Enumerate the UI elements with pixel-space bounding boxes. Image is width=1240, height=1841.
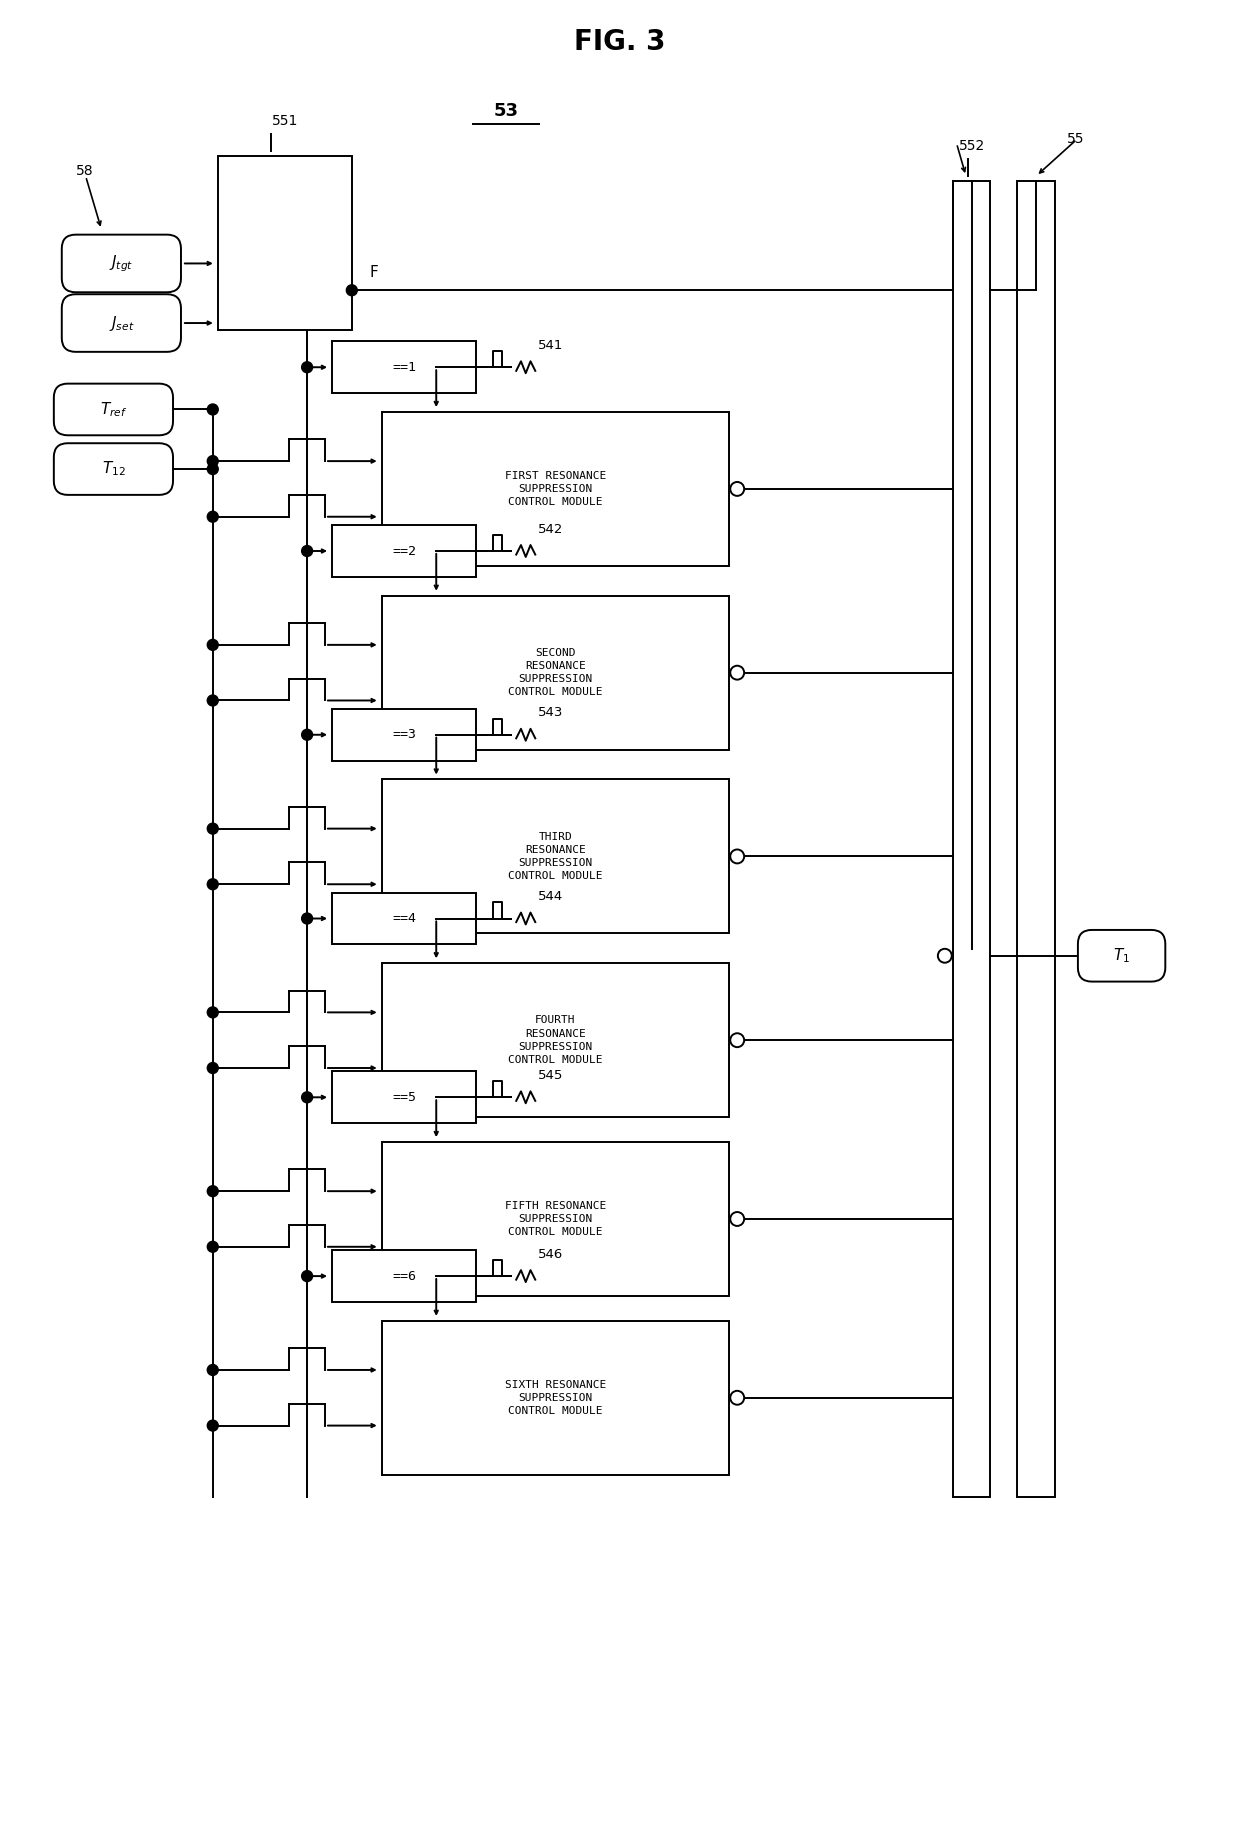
Bar xyxy=(382,412,729,565)
Bar xyxy=(952,180,991,1497)
Circle shape xyxy=(730,1390,744,1405)
Circle shape xyxy=(207,1186,218,1197)
Circle shape xyxy=(207,455,218,466)
Text: FIFTH RESONANCE
SUPPRESSION
CONTROL MODULE: FIFTH RESONANCE SUPPRESSION CONTROL MODU… xyxy=(505,1200,606,1237)
Circle shape xyxy=(207,878,218,889)
Text: 544: 544 xyxy=(538,891,563,904)
Text: SIXTH RESONANCE
SUPPRESSION
CONTROL MODULE: SIXTH RESONANCE SUPPRESSION CONTROL MODU… xyxy=(505,1379,606,1416)
Circle shape xyxy=(207,1007,218,1018)
Text: 543: 543 xyxy=(538,707,563,720)
Text: ==6: ==6 xyxy=(392,1270,415,1283)
Circle shape xyxy=(301,363,312,372)
Bar xyxy=(382,1141,729,1296)
Text: $J_{tgt}$: $J_{tgt}$ xyxy=(109,254,134,274)
Text: $J_{set}$: $J_{set}$ xyxy=(109,313,134,333)
Text: FOURTH
RESONANCE
SUPPRESSION
CONTROL MODULE: FOURTH RESONANCE SUPPRESSION CONTROL MOD… xyxy=(508,1016,603,1064)
Bar xyxy=(332,893,476,944)
Bar xyxy=(332,709,476,760)
Circle shape xyxy=(301,913,312,924)
Text: 546: 546 xyxy=(538,1248,563,1261)
Bar xyxy=(332,1250,476,1302)
Bar xyxy=(332,341,476,394)
FancyBboxPatch shape xyxy=(1078,930,1166,981)
Circle shape xyxy=(730,849,744,863)
Text: 541: 541 xyxy=(538,339,563,352)
Circle shape xyxy=(207,696,218,705)
Text: ==3: ==3 xyxy=(392,729,415,742)
Text: 545: 545 xyxy=(538,1070,563,1083)
Circle shape xyxy=(207,823,218,834)
Text: $T_1$: $T_1$ xyxy=(1114,946,1130,965)
Circle shape xyxy=(301,729,312,740)
Circle shape xyxy=(207,1364,218,1375)
Text: 551: 551 xyxy=(272,114,298,129)
Bar xyxy=(382,779,729,933)
Bar xyxy=(332,525,476,576)
Circle shape xyxy=(207,403,218,414)
Text: $T_{ref}$: $T_{ref}$ xyxy=(99,399,128,418)
Circle shape xyxy=(301,545,312,556)
Circle shape xyxy=(937,948,952,963)
Text: 55: 55 xyxy=(1066,133,1085,145)
Bar xyxy=(382,596,729,749)
Circle shape xyxy=(207,639,218,650)
Text: ==5: ==5 xyxy=(392,1092,415,1105)
FancyBboxPatch shape xyxy=(62,234,181,293)
Text: 53: 53 xyxy=(494,103,518,120)
Bar xyxy=(218,156,352,330)
Text: ==1: ==1 xyxy=(392,361,415,374)
Text: THIRD
RESONANCE
SUPPRESSION
CONTROL MODULE: THIRD RESONANCE SUPPRESSION CONTROL MODU… xyxy=(508,832,603,882)
Text: 58: 58 xyxy=(76,164,93,179)
Text: $T_{12}$: $T_{12}$ xyxy=(102,460,125,479)
Bar xyxy=(1017,180,1055,1497)
Text: FIRST RESONANCE
SUPPRESSION
CONTROL MODULE: FIRST RESONANCE SUPPRESSION CONTROL MODU… xyxy=(505,471,606,506)
Text: ==2: ==2 xyxy=(392,545,415,558)
Text: ==4: ==4 xyxy=(392,911,415,924)
Circle shape xyxy=(730,1033,744,1048)
FancyBboxPatch shape xyxy=(62,295,181,352)
Text: F: F xyxy=(370,265,378,280)
Circle shape xyxy=(301,1092,312,1103)
FancyBboxPatch shape xyxy=(53,444,174,495)
Circle shape xyxy=(730,1211,744,1226)
Bar xyxy=(332,1071,476,1123)
Circle shape xyxy=(301,1270,312,1281)
Text: SECOND
RESONANCE
SUPPRESSION
CONTROL MODULE: SECOND RESONANCE SUPPRESSION CONTROL MOD… xyxy=(508,648,603,698)
Circle shape xyxy=(207,464,218,475)
Bar xyxy=(382,1320,729,1475)
Circle shape xyxy=(730,482,744,495)
Circle shape xyxy=(346,285,357,296)
Circle shape xyxy=(207,512,218,523)
Circle shape xyxy=(207,1419,218,1430)
FancyBboxPatch shape xyxy=(53,383,174,434)
Circle shape xyxy=(730,666,744,679)
Text: 542: 542 xyxy=(538,523,563,536)
Circle shape xyxy=(207,1062,218,1073)
Bar xyxy=(382,963,729,1117)
Text: 552: 552 xyxy=(959,140,985,153)
Circle shape xyxy=(207,1241,218,1252)
Text: FIG. 3: FIG. 3 xyxy=(574,28,666,55)
